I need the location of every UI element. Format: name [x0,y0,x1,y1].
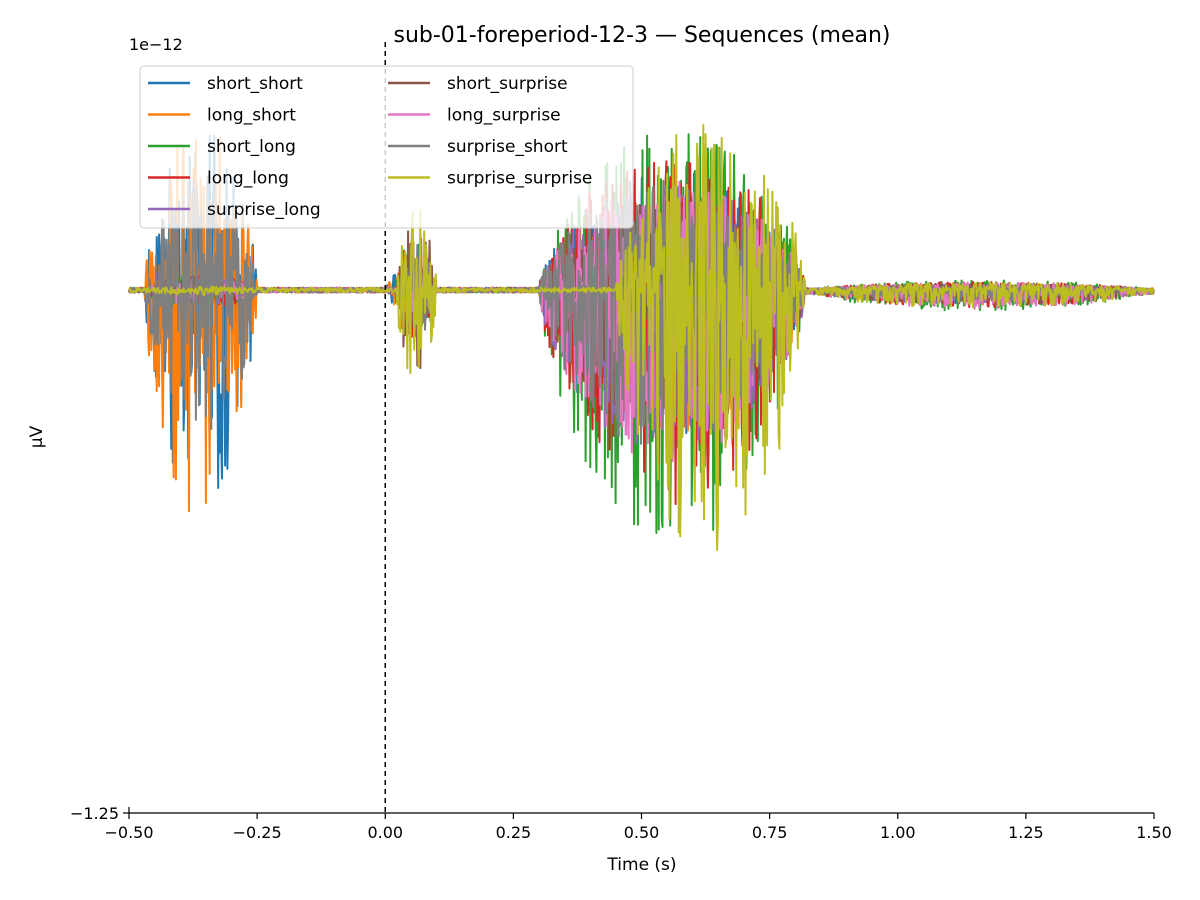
legend-label-short_long: short_long [207,137,296,157]
legend-label-surprise_long: surprise_long [207,200,321,220]
legend-label-surprise_surprise: surprise_surprise [447,169,592,189]
y-axis-label: µV [27,425,47,448]
y-tick-label: −1.25 [70,804,119,823]
x-tick-label: 0.75 [752,823,788,842]
legend-label-short_surprise: short_surprise [447,74,568,94]
x-tick-label: −0.50 [104,823,153,842]
y-axis-ticks: −1.25 [70,804,129,823]
x-tick-label: −0.25 [233,823,282,842]
legend-label-long_long: long_long [207,169,289,189]
legend-label-long_surprise: long_surprise [447,106,561,126]
x-tick-label: 1.50 [1136,823,1172,842]
legend-frame [139,65,634,229]
x-tick-label: 0.50 [624,823,660,842]
chart-title: sub-01-foreperiod-12-3 — Sequences (mean… [393,23,890,48]
x-tick-label: 0.25 [496,823,532,842]
series-layer [128,124,1155,552]
x-tick-label: 1.00 [880,823,916,842]
legend-label-surprise_short: surprise_short [447,137,568,157]
legend-label-short_short: short_short [207,74,303,94]
y-offset-label: 1e−12 [129,35,183,54]
x-axis-ticks: −0.50 −0.25 0.00 0.25 0.50 0.75 1.00 1.25 1.50 [104,813,1172,842]
x-tick-label: 1.25 [1008,823,1044,842]
series-line-surprise_surprise [128,124,1155,552]
x-axis-label: Time (s) [606,855,676,875]
legend-label-long_short: long_short [207,106,296,126]
x-tick-label: 0.00 [367,823,403,842]
legend: short_short long_short short_long long_long… [139,65,634,229]
